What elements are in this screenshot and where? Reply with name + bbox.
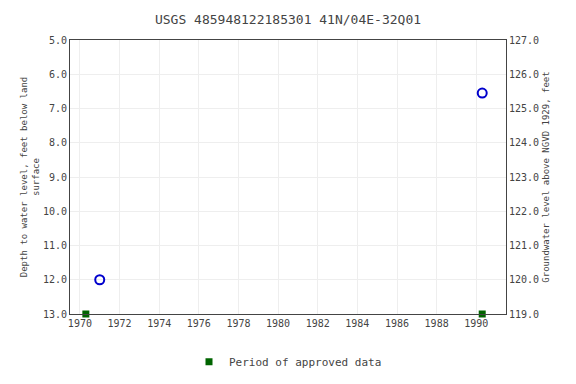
svg-text:1970: 1970: [68, 318, 92, 329]
svg-text:120.0: 120.0: [509, 274, 539, 285]
svg-text:122.0: 122.0: [509, 206, 539, 217]
svg-text:127.0: 127.0: [509, 35, 539, 46]
svg-text:Period of approved data: Period of approved data: [229, 356, 381, 369]
svg-text:1990: 1990: [464, 318, 488, 329]
svg-text:1986: 1986: [385, 318, 409, 329]
svg-text:1976: 1976: [187, 318, 211, 329]
svg-text:USGS 485948122185301 41N/04E-3: USGS 485948122185301 41N/04E-32Q01: [155, 12, 421, 27]
svg-text:7.0: 7.0: [49, 103, 67, 114]
svg-text:11.0: 11.0: [43, 240, 67, 251]
svg-text:6.0: 6.0: [49, 69, 67, 80]
svg-text:121.0: 121.0: [509, 240, 539, 251]
svg-text:12.0: 12.0: [43, 274, 67, 285]
svg-text:10.0: 10.0: [43, 206, 67, 217]
svg-text:1984: 1984: [345, 318, 369, 329]
svg-text:126.0: 126.0: [509, 69, 539, 80]
svg-text:13.0: 13.0: [43, 309, 67, 320]
svg-text:119.0: 119.0: [509, 309, 539, 320]
svg-text:1982: 1982: [306, 318, 330, 329]
svg-text:124.0: 124.0: [509, 137, 539, 148]
svg-text:1974: 1974: [147, 318, 171, 329]
svg-text:125.0: 125.0: [509, 103, 539, 114]
svg-text:1988: 1988: [425, 318, 449, 329]
svg-text:5.0: 5.0: [49, 35, 67, 46]
svg-text:Groundwater level above NGVD 1: Groundwater level above NGVD 1929, feet: [541, 71, 551, 282]
svg-text:8.0: 8.0: [49, 137, 67, 148]
svg-text:1980: 1980: [266, 318, 290, 329]
svg-text:123.0: 123.0: [509, 172, 539, 183]
svg-text:9.0: 9.0: [49, 172, 67, 183]
svg-text:1972: 1972: [108, 318, 132, 329]
svg-text:Depth to water level, feet bel: Depth to water level, feet below landsur…: [19, 77, 41, 277]
svg-text:1978: 1978: [226, 318, 250, 329]
